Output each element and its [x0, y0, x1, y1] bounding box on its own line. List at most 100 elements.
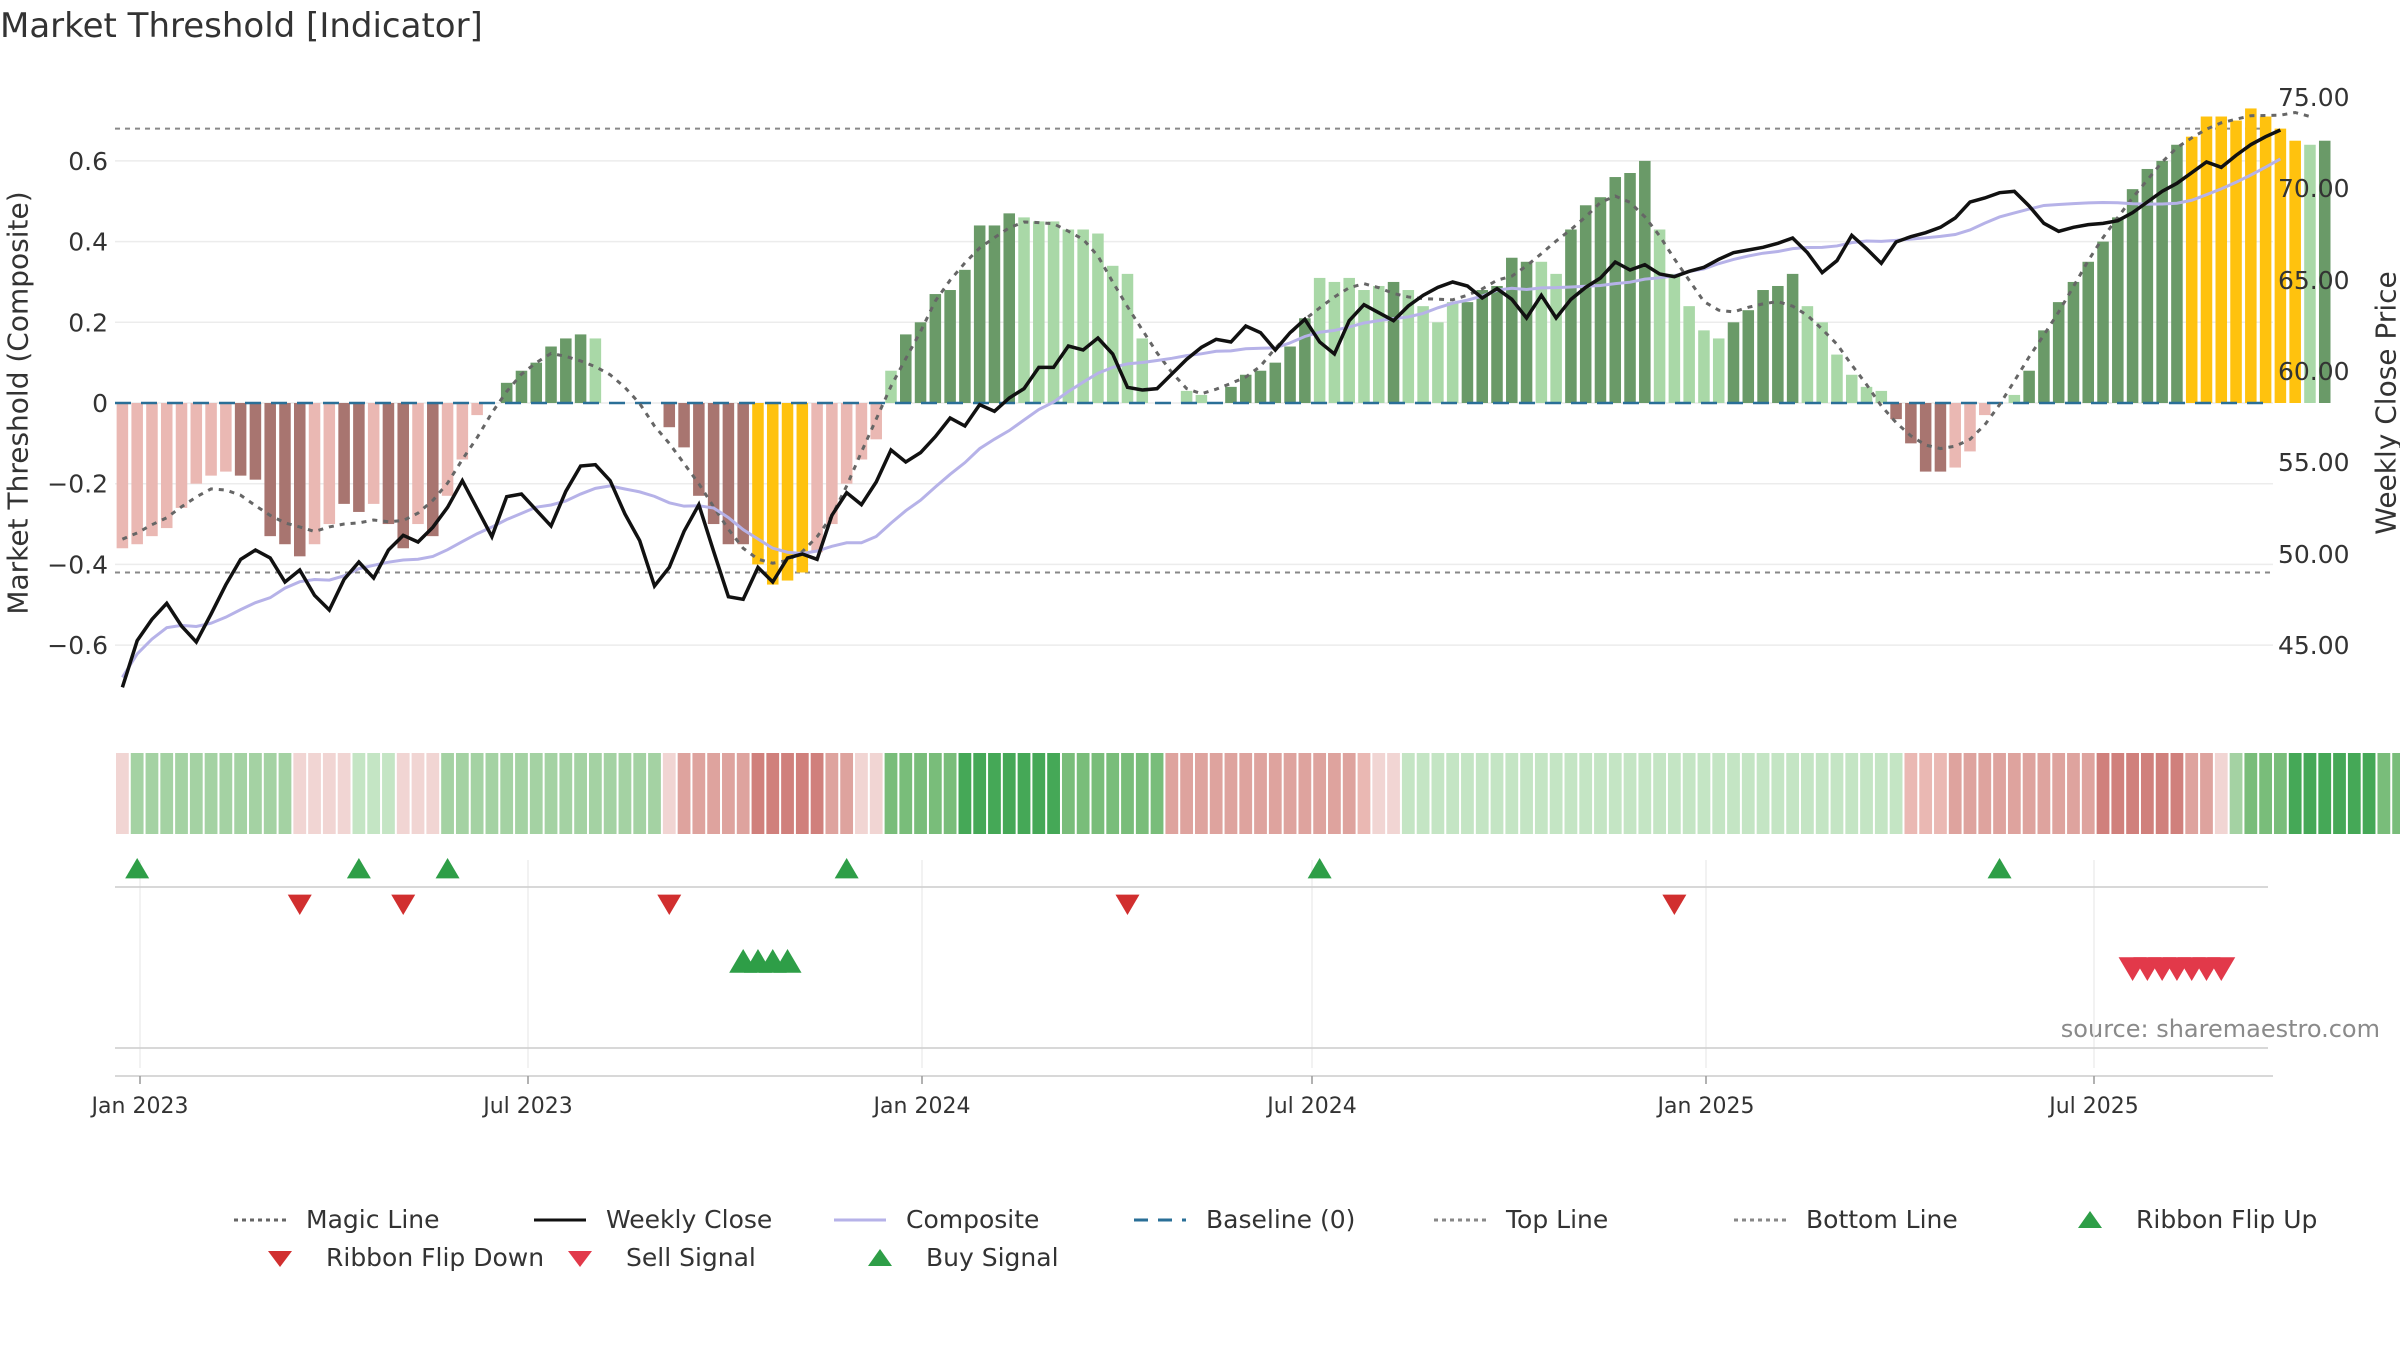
composite-bar: [382, 403, 395, 525]
ribbon-cell: [1195, 753, 1208, 834]
composite-bar: [1624, 173, 1636, 403]
composite-bar: [2082, 261, 2095, 403]
composite-bar: [737, 403, 749, 545]
y-tick-left: −0.6: [47, 631, 108, 660]
composite-bar: [959, 269, 971, 403]
composite-bar: [589, 338, 602, 403]
ribbon-cell: [943, 753, 957, 834]
composite-bar: [811, 403, 823, 553]
composite-bar: [1195, 394, 1208, 403]
ribbon-cell: [426, 753, 440, 834]
ribbon-cell: [1446, 753, 1460, 834]
composite-bar: [929, 294, 942, 403]
composite-bar: [2171, 144, 2183, 403]
ribbon-cell: [2200, 753, 2213, 834]
composite-bar: [1550, 273, 1562, 403]
ribbon-cell: [914, 753, 927, 834]
composite-bar: [2259, 116, 2272, 403]
ribbon-cell: [1934, 753, 1947, 834]
composite-bar: [220, 403, 232, 472]
ribbon-cell: [234, 753, 248, 834]
composite-bar: [353, 403, 365, 512]
composite-bar: [707, 403, 720, 525]
ribbon-cell: [2214, 753, 2228, 834]
ribbon-cell: [559, 753, 573, 834]
ribbon-flip-up-marker: [834, 858, 859, 879]
legend-label: Buy Signal: [926, 1243, 1059, 1272]
composite-bar: [1594, 197, 1607, 403]
composite-bar: [1609, 177, 1622, 403]
ribbon-cell: [1076, 753, 1090, 834]
ribbon-cell: [1845, 753, 1859, 834]
legend-label: Top Line: [1506, 1205, 1609, 1234]
ribbon-cell: [470, 753, 484, 834]
ribbon-flip-down-marker: [1662, 894, 1687, 915]
ribbon-cell: [2155, 753, 2169, 834]
ribbon-cell: [263, 753, 277, 834]
composite-bar: [160, 403, 173, 529]
composite-bar: [2126, 189, 2139, 403]
ribbon-cell: [1889, 753, 1903, 834]
ribbon-cell: [2244, 753, 2258, 834]
ribbon-cell: [1416, 753, 1430, 834]
composite-bar: [1890, 403, 1902, 420]
composite-bar: [205, 403, 217, 476]
ribbon-cell: [2140, 753, 2154, 834]
ribbon-cell: [1534, 753, 1548, 834]
ribbon-cell: [1579, 753, 1593, 834]
composite-bar: [471, 403, 483, 416]
legend-label: Composite: [906, 1205, 1040, 1234]
x-tick-label: Jul 2023: [481, 1094, 573, 1119]
composite-bar: [1121, 273, 1134, 403]
ribbon-flip-down-marker: [287, 894, 312, 915]
ribbon-cell: [1298, 753, 1312, 834]
ribbon-cell: [293, 753, 307, 834]
ribbon-cell: [899, 753, 913, 834]
legend-label: Sell Signal: [626, 1243, 756, 1272]
composite-bar: [279, 403, 291, 545]
ribbon-cell: [648, 753, 661, 834]
ribbon-cell: [1357, 753, 1371, 834]
composite-bar: [560, 338, 572, 403]
composite-bar: [1299, 318, 1311, 403]
ribbon-cell: [2022, 753, 2036, 834]
ribbon-cell: [1727, 753, 1740, 834]
composite-bar: [1742, 310, 1755, 403]
composite-bar: [1432, 322, 1444, 403]
signal-markers: Jan 2023 Jul 2023 Jan 2024 Jul 2024 Jan 2025…: [90, 858, 2273, 1119]
ribbon-cell: [958, 753, 972, 834]
ribbon-cell: [2096, 753, 2110, 834]
ribbon-cell: [1682, 753, 1696, 834]
legend-item: Weekly Close: [530, 1205, 772, 1234]
composite-bar: [1786, 273, 1799, 403]
composite-bar: [1757, 290, 1769, 403]
ribbon-cell: [1756, 753, 1770, 834]
ribbon-cell: [1239, 753, 1253, 834]
legend-tri-up: [2078, 1210, 2102, 1228]
composite-bar: [1964, 403, 1976, 452]
y-tick-left: −0.4: [47, 550, 108, 579]
ribbon-cell: [441, 753, 454, 834]
composite-bar: [1506, 257, 1518, 403]
legend-swatch: [868, 1248, 892, 1266]
ribbon-cell: [1712, 753, 1726, 834]
composite-bar: [1033, 221, 1045, 403]
ribbon-cell: [588, 753, 602, 834]
composite-bar: [1387, 281, 1400, 403]
ribbon-cell: [1431, 753, 1445, 834]
composite-bar: [1269, 362, 1282, 403]
legend-label: Bottom Line: [1806, 1205, 1958, 1234]
ribbon-cell: [1801, 753, 1814, 834]
ribbon-cell: [1106, 753, 1120, 834]
ribbon-cell: [219, 753, 233, 834]
legend-item: Top Line: [1430, 1205, 1608, 1234]
ribbon-cell: [1653, 753, 1666, 834]
legend-label: Magic Line: [306, 1205, 440, 1234]
composite-bar: [1018, 217, 1030, 403]
ribbon-cell: [1180, 753, 1193, 834]
x-tick-label: Jul 2024: [1265, 1094, 1357, 1119]
ribbon-cell: [722, 753, 735, 834]
composite-bar: [1136, 338, 1149, 403]
composite-bar: [1372, 285, 1385, 403]
